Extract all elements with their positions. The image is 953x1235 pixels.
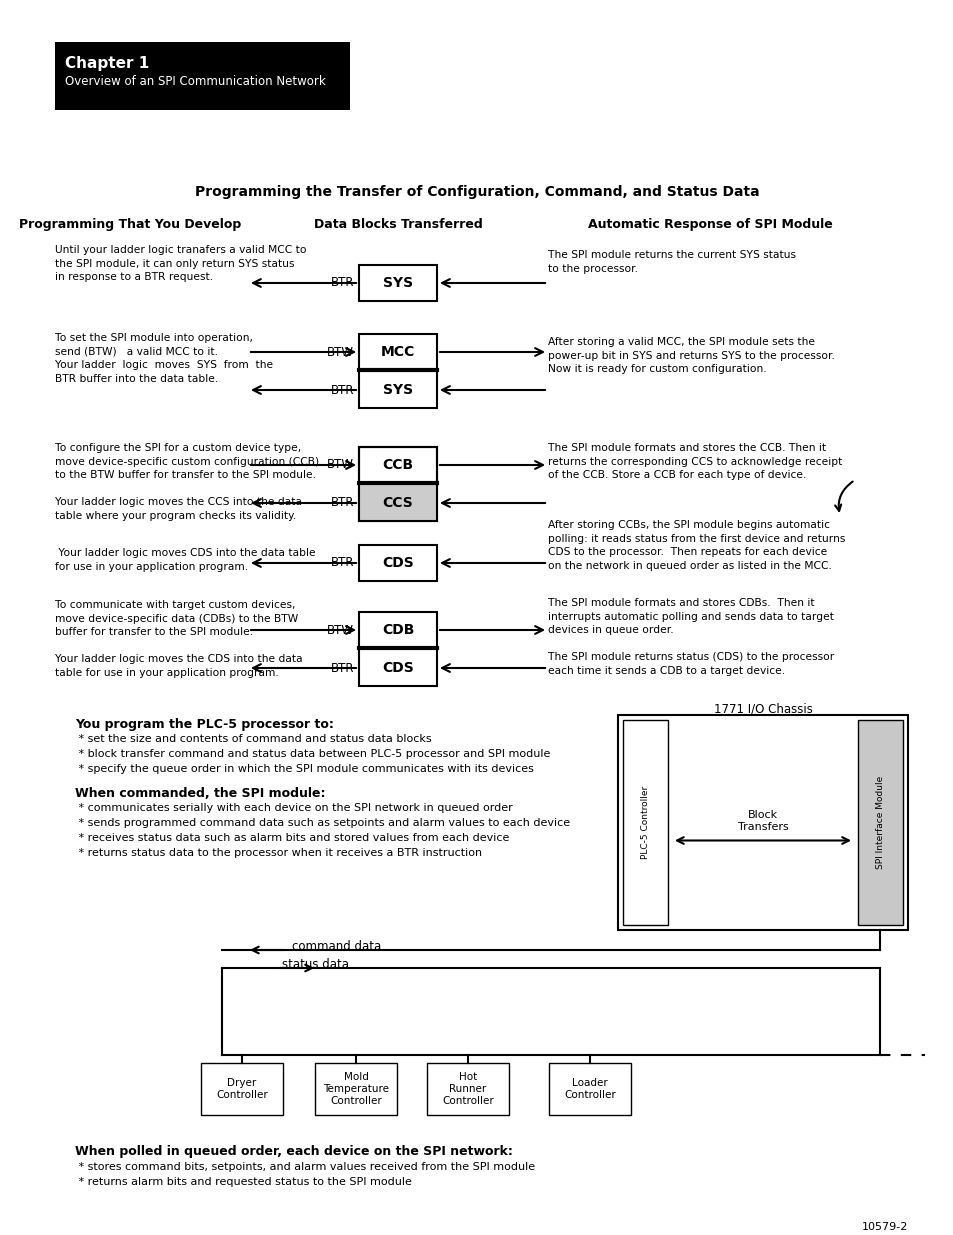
Text: BTR: BTR	[330, 662, 354, 674]
Bar	[358, 447, 436, 521]
Text: PLC-5 Controller: PLC-5 Controller	[640, 785, 649, 860]
Text: The SPI module returns status (CDS) to the processor
each time it sends a CDB to: The SPI module returns status (CDS) to t…	[547, 652, 833, 676]
Text: Chapter 1: Chapter 1	[65, 56, 149, 70]
Text: BTW: BTW	[327, 346, 354, 358]
Text: The SPI module returns the current SYS status
to the processor.: The SPI module returns the current SYS s…	[547, 249, 795, 274]
Text: Overview of an SPI Communication Network: Overview of an SPI Communication Network	[65, 75, 325, 88]
Text: BTW: BTW	[327, 624, 354, 636]
Text: Your ladder logic moves CDS into the data table
for use in your application prog: Your ladder logic moves CDS into the dat…	[55, 548, 315, 572]
Text: Mold
Temperature
Controller: Mold Temperature Controller	[323, 1072, 389, 1105]
Bar	[548, 1063, 630, 1115]
Text: BTR: BTR	[330, 557, 354, 569]
Text: * set the size and contents of command and status data blocks: * set the size and contents of command a…	[75, 734, 431, 743]
Text: BTR: BTR	[330, 496, 354, 510]
Text: After storing CCBs, the SPI module begins automatic
polling: it reads status fro: After storing CCBs, the SPI module begin…	[547, 520, 844, 571]
Text: Programming That You Develop: Programming That You Develop	[19, 219, 241, 231]
Text: SYS: SYS	[382, 383, 413, 396]
Text: BTW: BTW	[327, 458, 354, 472]
Text: * receives status data such as alarm bits and stored values from each device: * receives status data such as alarm bit…	[75, 832, 509, 844]
Text: BTR: BTR	[330, 384, 354, 396]
Text: Loader
Controller: Loader Controller	[563, 1078, 616, 1100]
Bar	[314, 1063, 396, 1115]
Text: Block
Transfers: Block Transfers	[737, 810, 787, 832]
Text: BTR: BTR	[330, 277, 354, 289]
Bar	[427, 1063, 509, 1115]
Text: CDB: CDB	[381, 622, 414, 637]
Text: The SPI module formats and stores the CCB. Then it
returns the corresponding CCS: The SPI module formats and stores the CC…	[547, 443, 841, 480]
Text: MCC: MCC	[380, 345, 415, 359]
Bar	[358, 333, 436, 408]
Text: Hot
Runner
Controller: Hot Runner Controller	[441, 1072, 494, 1105]
Text: * returns alarm bits and requested status to the SPI module: * returns alarm bits and requested statu…	[75, 1177, 412, 1187]
Bar	[358, 613, 436, 685]
Text: * stores command bits, setpoints, and alarm values received from the SPI module: * stores command bits, setpoints, and al…	[75, 1162, 535, 1172]
Bar	[622, 720, 667, 925]
Text: * communicates serially with each device on the SPI network in queued order: * communicates serially with each device…	[75, 803, 512, 813]
Text: SYS: SYS	[382, 275, 413, 290]
Bar	[358, 545, 436, 580]
Text: 1771 I/O Chassis: 1771 I/O Chassis	[713, 703, 812, 716]
Text: * block transfer command and status data between PLC-5 processor and SPI module: * block transfer command and status data…	[75, 748, 550, 760]
Bar	[857, 720, 902, 925]
Text: After storing a valid MCC, the SPI module sets the
power-up bit in SYS and retur: After storing a valid MCC, the SPI modul…	[547, 337, 834, 374]
Bar	[358, 266, 436, 301]
Text: To configure the SPI for a custom device type,
move device-specific custom confi: To configure the SPI for a custom device…	[55, 443, 319, 521]
Text: CDS: CDS	[382, 661, 414, 676]
Text: CCS: CCS	[382, 496, 413, 510]
Text: Automatic Response of SPI Module: Automatic Response of SPI Module	[587, 219, 832, 231]
Text: The SPI module formats and stores CDBs.  Then it
interrupts automatic polling an: The SPI module formats and stores CDBs. …	[547, 598, 833, 635]
Text: Dryer
Controller: Dryer Controller	[216, 1078, 268, 1100]
Bar	[618, 715, 907, 930]
Text: To set the SPI module into operation,
send (BTW)   a valid MCC to it.
Your ladde: To set the SPI module into operation, se…	[55, 333, 273, 384]
Text: status data: status data	[282, 958, 349, 972]
Bar	[358, 485, 436, 521]
Text: command data: command data	[292, 941, 381, 953]
Text: * returns status data to the processor when it receives a BTR instruction: * returns status data to the processor w…	[75, 848, 481, 858]
Text: To communicate with target custom devices,
move device-specific data (CDBs) to t: To communicate with target custom device…	[55, 600, 302, 678]
Text: When commanded, the SPI module:: When commanded, the SPI module:	[75, 787, 325, 800]
Text: Programming the Transfer of Configuration, Command, and Status Data: Programming the Transfer of Configuratio…	[194, 185, 759, 199]
Text: Until your ladder logic tranafers a valid MCC to
the SPI module, it can only ret: Until your ladder logic tranafers a vali…	[55, 245, 306, 283]
Text: CCB: CCB	[382, 458, 414, 472]
Text: * sends programmed command data such as setpoints and alarm values to each devic: * sends programmed command data such as …	[75, 818, 570, 827]
Text: When polled in queued order, each device on the SPI network:: When polled in queued order, each device…	[75, 1145, 513, 1158]
Text: CDS: CDS	[382, 556, 414, 571]
Text: You program the PLC-5 processor to:: You program the PLC-5 processor to:	[75, 718, 334, 731]
Bar	[55, 42, 350, 110]
Text: 10579-2: 10579-2	[861, 1221, 907, 1233]
Text: * specify the queue order in which the SPI module communicates with its devices: * specify the queue order in which the S…	[75, 764, 534, 774]
Bar	[201, 1063, 283, 1115]
Bar	[358, 447, 436, 521]
Text: Data Blocks Transferred: Data Blocks Transferred	[314, 219, 482, 231]
Text: SPI Interface Module: SPI Interface Module	[875, 776, 884, 869]
